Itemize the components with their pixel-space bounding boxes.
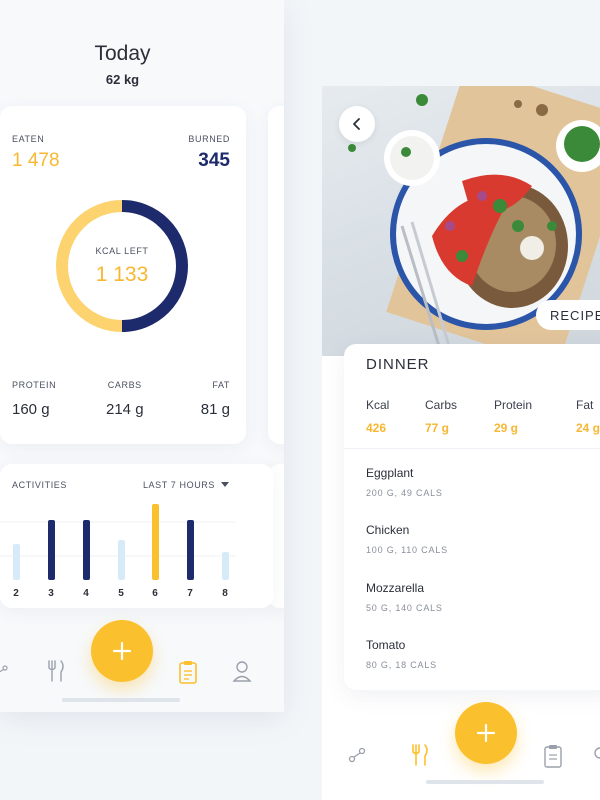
macro-label: FAT <box>212 380 230 390</box>
activities-label: ACTIVITIES <box>12 480 68 490</box>
nutrient-kcal: Kcal 426 <box>366 398 389 435</box>
bottom-nav <box>322 726 600 800</box>
ingredient-meta: 200 G, 49 CALS <box>366 488 443 498</box>
share-icon[interactable] <box>348 746 366 764</box>
hour-tick: 4 <box>83 588 89 599</box>
ingredient-row[interactable]: Tomato 80 G, 18 CALS <box>366 638 437 670</box>
activity-bar <box>118 540 125 580</box>
hour-tick: 2 <box>13 588 19 599</box>
fork-knife-icon[interactable] <box>410 744 430 766</box>
activity-bar <box>83 520 90 580</box>
macro-value: 160 g <box>12 401 50 418</box>
nutrient-protein: Protein 29 g <box>494 398 532 435</box>
nutrient-name: Carbs <box>425 398 458 412</box>
eaten-label: EATEN <box>12 134 45 144</box>
chevron-down-icon[interactable] <box>221 482 229 487</box>
hour-tick: 5 <box>118 588 124 599</box>
hour-tick: 7 <box>187 588 193 599</box>
ingredient-name: Mozzarella <box>366 581 425 595</box>
add-icon <box>112 641 132 661</box>
dish-illustration <box>348 86 600 356</box>
ingredient-name: Tomato <box>366 638 406 652</box>
dashboard-screen: Today 62 kg EATEN 1 478 BURNED 345 KCAL … <box>0 0 284 712</box>
ingredient-name: Chicken <box>366 523 410 537</box>
hour-tick: 6 <box>152 588 158 599</box>
next-card-peek[interactable] <box>268 106 284 444</box>
macro-carbs: CARBS 214 g <box>106 380 144 418</box>
clipboard-icon[interactable] <box>178 660 198 684</box>
meal-title: DINNER <box>366 356 430 373</box>
activity-bar <box>187 520 194 580</box>
page-title: Today <box>94 42 151 65</box>
home-indicator <box>426 780 544 784</box>
activity-bar <box>152 504 159 580</box>
ingredient-row[interactable]: Mozzarella 50 G, 140 CALS <box>366 581 443 613</box>
add-button[interactable] <box>91 620 153 682</box>
divider <box>344 448 600 449</box>
macro-fat: FAT 81 g <box>201 380 230 418</box>
profile-icon[interactable] <box>232 660 252 682</box>
activities-bar-chart: 2 3 4 5 6 7 8 <box>0 504 236 599</box>
nutrient-name: Protein <box>494 398 533 412</box>
calorie-ring <box>56 200 188 332</box>
macro-protein: PROTEIN 160 g <box>12 380 56 418</box>
profile-icon[interactable] <box>590 746 600 768</box>
activity-bar <box>48 520 55 580</box>
back-button[interactable] <box>339 106 375 142</box>
macro-label: PROTEIN <box>12 380 57 390</box>
share-icon[interactable] <box>0 664 8 678</box>
nutrient-name: Kcal <box>366 398 390 412</box>
ingredient-meta: 100 G, 110 CALS <box>366 545 448 555</box>
home-indicator <box>62 698 180 702</box>
nutrient-value: 426 <box>366 421 387 435</box>
burned-label: BURNED <box>188 134 230 144</box>
activity-bar <box>13 544 20 580</box>
chevron-left-icon <box>353 118 360 130</box>
activities-card: ACTIVITIES LAST 7 HOURS 2 3 4 5 6 7 8 <box>0 464 273 608</box>
activity-bar <box>222 552 229 580</box>
bottom-nav <box>0 650 284 712</box>
kcal-left-label: KCAL LEFT <box>95 246 149 256</box>
calorie-summary-card: EATEN 1 478 BURNED 345 KCAL LEFT 1 133 P… <box>0 106 246 444</box>
ingredient-row[interactable]: Eggplant 200 G, 49 CALS <box>366 466 443 498</box>
meal-card: DINNER Kcal 426 Carbs 77 g Protein 29 g … <box>344 344 600 690</box>
burned-value: 345 <box>198 150 230 171</box>
eaten-value: 1 478 <box>12 150 60 171</box>
macro-value: 81 g <box>200 401 230 418</box>
nutrient-carbs: Carbs 77 g <box>425 398 457 435</box>
nutrient-name: Fat <box>576 398 594 412</box>
ingredient-name: Eggplant <box>366 466 414 480</box>
nutrient-value: 77 g <box>425 421 450 435</box>
dish-photo: RECIPE <box>322 86 600 356</box>
hour-tick: 3 <box>48 588 54 599</box>
recipe-screen: RECIPE DINNER Kcal 426 Carbs 77 g Protei… <box>322 86 600 800</box>
macro-label: CARBS <box>107 380 142 390</box>
nutrient-fat: Fat 24 g <box>576 398 600 435</box>
hour-tick: 8 <box>222 588 228 599</box>
weight-value: 62 kg <box>105 72 140 87</box>
kcal-left-value: 1 133 <box>95 263 149 286</box>
ingredient-meta: 50 G, 140 CALS <box>366 603 443 613</box>
recipe-button[interactable]: RECIPE <box>536 300 600 330</box>
fork-knife-icon[interactable] <box>46 660 66 682</box>
clipboard-icon[interactable] <box>543 744 563 768</box>
nutrient-value: 24 g <box>576 421 600 435</box>
nutrient-value: 29 g <box>494 421 519 435</box>
ingredient-row[interactable]: Chicken 100 G, 110 CALS <box>366 523 448 555</box>
macro-value: 214 g <box>106 401 144 418</box>
ingredient-meta: 80 G, 18 CALS <box>366 660 437 670</box>
add-button[interactable] <box>455 702 517 764</box>
time-range-dropdown[interactable]: LAST 7 HOURS <box>142 480 215 490</box>
add-icon <box>476 723 496 743</box>
